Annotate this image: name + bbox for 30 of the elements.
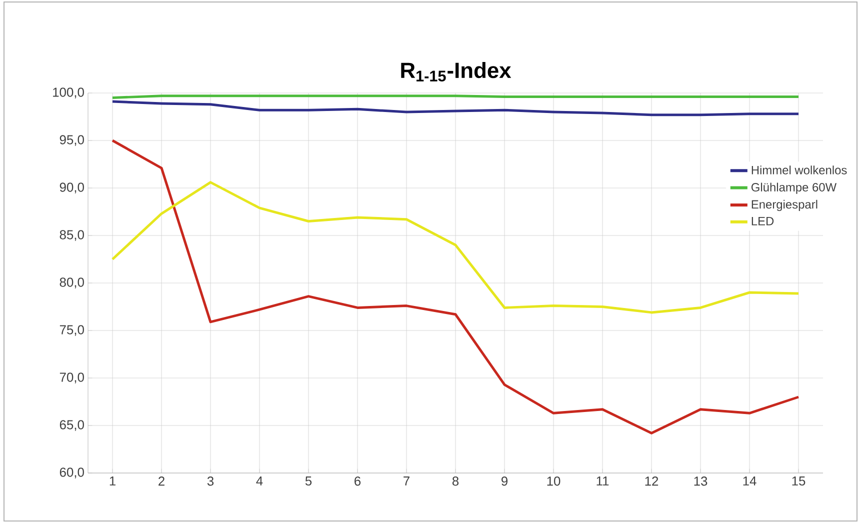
- x-tick-label: 8: [452, 476, 459, 486]
- x-tick-label: 6: [354, 476, 361, 486]
- x-tick-label: 14: [743, 476, 756, 486]
- y-tick-label: 100,0: [53, 88, 84, 98]
- x-tick-label: 13: [694, 476, 708, 486]
- x-tick-label: 4: [256, 476, 263, 486]
- legend-label: LED: [752, 217, 774, 226]
- y-tick-label: 85,0: [60, 230, 84, 241]
- y-tick-label: 75,0: [60, 325, 84, 336]
- y-tick-label: 80,0: [60, 278, 84, 288]
- line-series: [111, 100, 800, 116]
- x-tick-label: 11: [596, 476, 609, 486]
- x-tick-label: 15: [792, 476, 806, 486]
- legend-label: Himmel wolkenlos: [752, 166, 847, 174]
- y-tick-label: 90,0: [60, 182, 84, 194]
- y-tick-label: 70,0: [60, 372, 84, 384]
- y-tick-label: 65,0: [60, 420, 84, 431]
- chart-title: R$_{1-15}$-Index: [401, 62, 512, 82]
- x-tick-label: 9: [502, 476, 508, 486]
- legend-label: Energiesparl: [752, 200, 818, 212]
- y-tick-label: 95,0: [60, 135, 84, 146]
- x-tick-label: 3: [207, 476, 214, 486]
- x-tick-label: 10: [547, 476, 560, 486]
- y-tick-label: 60,0: [60, 468, 84, 478]
- x-tick-label: 7: [404, 476, 410, 486]
- x-tick-label: 1: [110, 476, 116, 486]
- legend-label: Glühlampe 60W: [751, 182, 837, 194]
- x-tick-label: 12: [645, 476, 658, 486]
- x-tick-label: 5: [305, 476, 312, 486]
- x-tick-label: 2: [158, 476, 164, 486]
